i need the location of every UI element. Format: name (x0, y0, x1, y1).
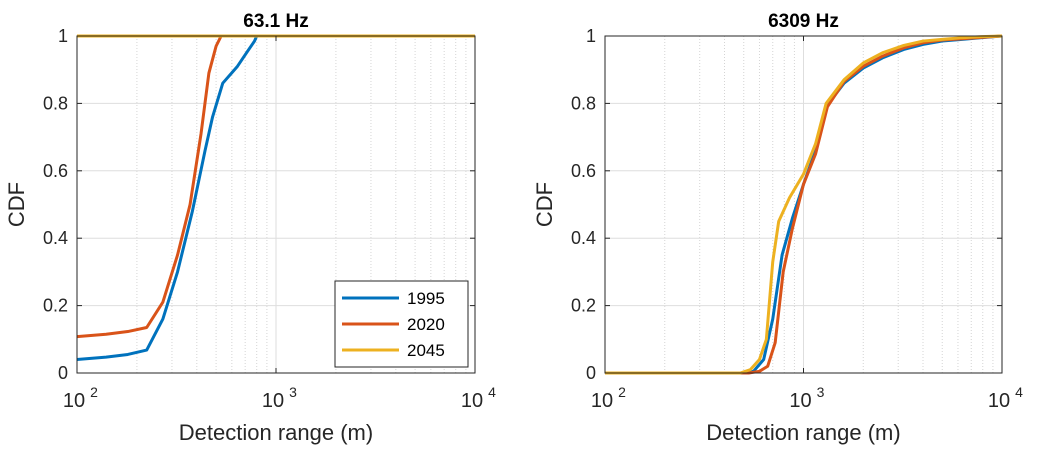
series-line-1995 (76, 34, 475, 362)
y-axis-label: CDF (532, 182, 557, 227)
y-tick-label: 0 (586, 363, 596, 383)
x-tick-label-exponent: 3 (289, 384, 297, 400)
x-tick-label: 10 (988, 390, 1010, 412)
series-line-2020 (76, 34, 475, 339)
y-tick-label: 0.8 (43, 93, 68, 113)
legend-label-1995: 1995 (407, 289, 445, 308)
y-tick-label: 0.6 (571, 161, 596, 181)
y-tick-label: 1 (586, 26, 596, 46)
chart-title: 63.1 Hz (243, 11, 308, 32)
x-tick-label: 10 (789, 390, 811, 412)
series-line-2045 (605, 34, 1003, 375)
x-tick-label-exponent: 3 (817, 384, 825, 400)
y-tick-label: 1 (58, 26, 68, 46)
x-tick-label: 10 (63, 390, 85, 412)
chart-panel-1: 10 2 10 3 10 4 0 0.2 0.4 0.6 0.8 1 63.1 Hz Detection … (4, 11, 496, 445)
series-lines (605, 34, 1003, 375)
x-tick-label: 10 (591, 390, 613, 412)
legend-label-2020: 2020 (407, 315, 445, 334)
y-tick-label: 0.4 (571, 228, 596, 248)
x-tick-label: 10 (262, 390, 284, 412)
minor-gridlines (136, 36, 467, 373)
y-tick-label: 0.8 (571, 93, 596, 113)
x-ticks: 10 2 10 3 10 4 (63, 36, 496, 412)
y-ticks: 0 0.2 0.4 0.6 0.8 1 (43, 26, 475, 383)
y-tick-label: 0.6 (43, 161, 68, 181)
y-axis-label: CDF (4, 182, 29, 227)
legend: 1995 2020 2045 (334, 280, 469, 368)
x-ticks: 10 2 10 3 10 4 (591, 36, 1023, 412)
y-ticks: 0 0.2 0.4 0.6 0.8 1 (571, 26, 1002, 383)
x-tick-label-exponent: 4 (488, 384, 496, 400)
x-axis-label: Detection range (m) (179, 420, 373, 445)
x-tick-label: 10 (461, 390, 483, 412)
chart-title: 6309 Hz (768, 11, 839, 32)
chart-panel-2: 10 2 10 3 10 4 0 0.2 0.4 0.6 0.8 1 6309 Hz Detection … (532, 11, 1023, 445)
y-tick-label: 0 (58, 363, 68, 383)
legend-label-2045: 2045 (407, 341, 445, 360)
x-tick-label-exponent: 2 (90, 384, 98, 400)
y-tick-label: 0.2 (43, 296, 68, 316)
y-tick-label: 0.2 (571, 296, 596, 316)
x-tick-label-exponent: 2 (618, 384, 626, 400)
y-tick-label: 0.4 (43, 228, 68, 248)
minor-gridlines (664, 36, 994, 373)
x-axis-label: Detection range (m) (706, 420, 900, 445)
x-tick-label-exponent: 4 (1015, 384, 1023, 400)
